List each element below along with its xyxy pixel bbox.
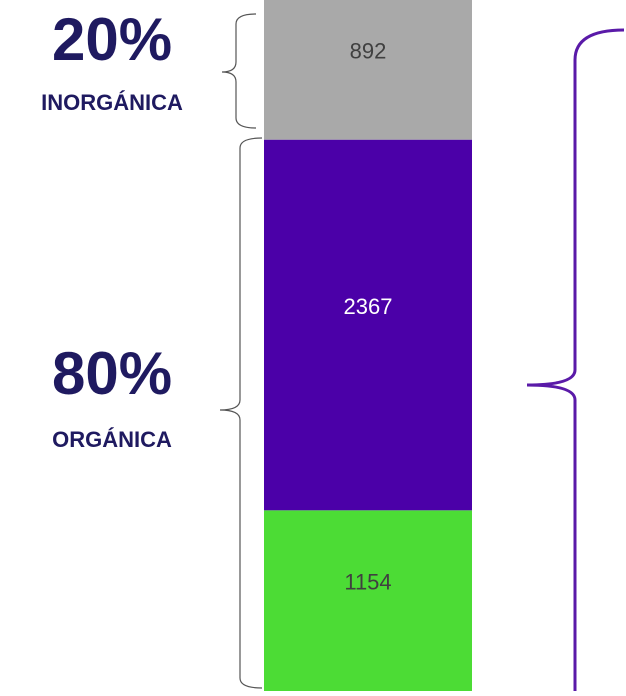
value-label: 892	[350, 39, 387, 64]
value-label: 2367	[344, 294, 393, 319]
bar-segment	[264, 139, 472, 511]
bar-segment	[264, 510, 472, 691]
annotation-percent: 20%	[52, 6, 172, 73]
annotation-label: ORGÁNICA	[52, 427, 172, 452]
value-label: 1154	[344, 569, 391, 594]
bar-segment	[264, 0, 472, 140]
brace	[219, 137, 263, 689]
brace	[221, 13, 257, 129]
annotation-percent: 80%	[52, 340, 172, 407]
brace	[526, 28, 625, 691]
annotation-label: INORGÁNICA	[41, 90, 183, 115]
